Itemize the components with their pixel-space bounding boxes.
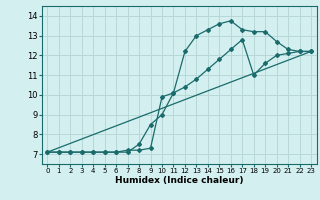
X-axis label: Humidex (Indice chaleur): Humidex (Indice chaleur)	[115, 176, 244, 185]
